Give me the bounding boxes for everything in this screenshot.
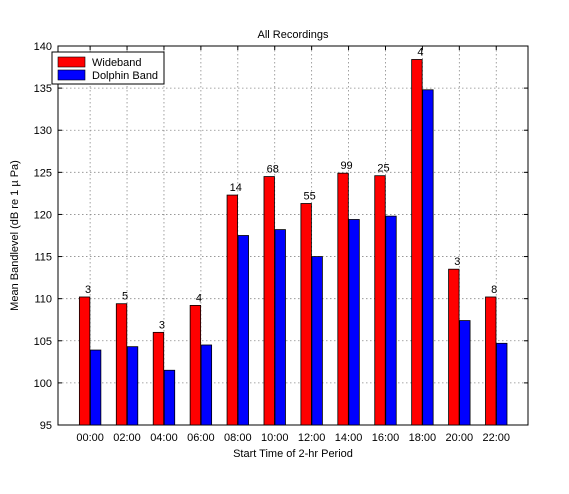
x-tick-label: 18:00	[409, 432, 437, 444]
count-label: 3	[85, 284, 91, 296]
y-axis-label: Mean Bandlevel (dB re 1 µ Pa)	[9, 160, 21, 311]
y-tick-label: 100	[34, 378, 52, 390]
dolphin-band-bar	[496, 342, 508, 426]
legend-swatch	[57, 69, 86, 81]
wideband-bar	[226, 194, 238, 426]
count-label: 68	[267, 164, 279, 176]
legend-swatch	[57, 56, 86, 68]
chart-title: All Recordings	[258, 29, 329, 41]
y-tick-label: 135	[34, 83, 52, 95]
wideband-bar	[337, 172, 349, 426]
wideband-bar	[485, 296, 497, 426]
x-tick-label: 20:00	[446, 432, 474, 444]
axis-ticks: 95 100 105 110 115 120 125 130 135 140 00:00 02:00 0…	[34, 41, 528, 444]
dolphin-band-bar	[459, 320, 471, 426]
x-tick-label: 22:00	[482, 432, 510, 444]
dolphin-band-bar	[274, 229, 286, 426]
y-tick-label: 130	[34, 125, 52, 137]
x-tick-label: 14:00	[335, 432, 363, 444]
dolphin-band-bar	[163, 369, 176, 426]
y-tick-label: 110	[34, 294, 52, 306]
y-tick-label: 105	[34, 336, 52, 348]
dolphin-band-bar	[200, 344, 213, 426]
x-tick-label: 04:00	[150, 432, 178, 444]
count-label: 14	[230, 182, 242, 194]
wideband-bar	[263, 176, 275, 426]
dolphin-band-bar	[311, 256, 323, 426]
wideband-bar	[189, 305, 202, 426]
x-tick-label: 06:00	[187, 432, 215, 444]
count-label: 5	[122, 291, 128, 303]
dolphin-band-bar	[348, 219, 360, 426]
x-tick-label: 16:00	[372, 432, 400, 444]
y-tick-label: 120	[34, 209, 52, 221]
x-axis-label: Start Time of 2-hr Period	[233, 448, 353, 460]
y-tick-label: 140	[34, 41, 52, 53]
count-label: 4	[196, 292, 202, 304]
wideband-bar	[78, 296, 91, 426]
count-label: 99	[340, 160, 352, 172]
x-tick-label: 00:00	[76, 432, 104, 444]
dolphin-band-bar	[89, 349, 102, 426]
legend-entry: Wideband	[92, 57, 142, 69]
count-label: 4	[417, 46, 423, 58]
wideband-bar	[374, 175, 386, 426]
wideband-bar	[411, 59, 423, 426]
y-tick-label: 95	[40, 420, 52, 432]
dolphin-band-bar	[422, 89, 434, 426]
dolphin-band-bar	[385, 215, 397, 426]
count-label: 8	[491, 284, 497, 296]
count-label: 3	[454, 256, 460, 268]
count-label: 3	[159, 319, 165, 331]
plot-area	[57, 45, 529, 426]
x-tick-label: 08:00	[224, 432, 252, 444]
legend-entry: Dolphin Band	[92, 70, 158, 82]
dolphin-band-bar	[237, 235, 249, 426]
count-label: 55	[304, 190, 316, 202]
count-label: 25	[377, 163, 389, 175]
y-tick-label: 115	[34, 252, 52, 264]
wideband-bar	[152, 331, 165, 426]
x-tick-label: 02:00	[113, 432, 141, 444]
dolphin-band-bar	[126, 346, 139, 426]
bars	[78, 59, 508, 426]
y-tick-label: 125	[34, 167, 52, 179]
count-labels: 3 5 3 4 14 68 55 99 25 4 3 8	[85, 46, 497, 331]
wideband-bar	[300, 203, 312, 426]
x-tick-label: 12:00	[298, 432, 326, 444]
x-tick-label: 10:00	[261, 432, 289, 444]
wideband-bar	[448, 268, 460, 426]
wideband-bar	[115, 303, 128, 426]
